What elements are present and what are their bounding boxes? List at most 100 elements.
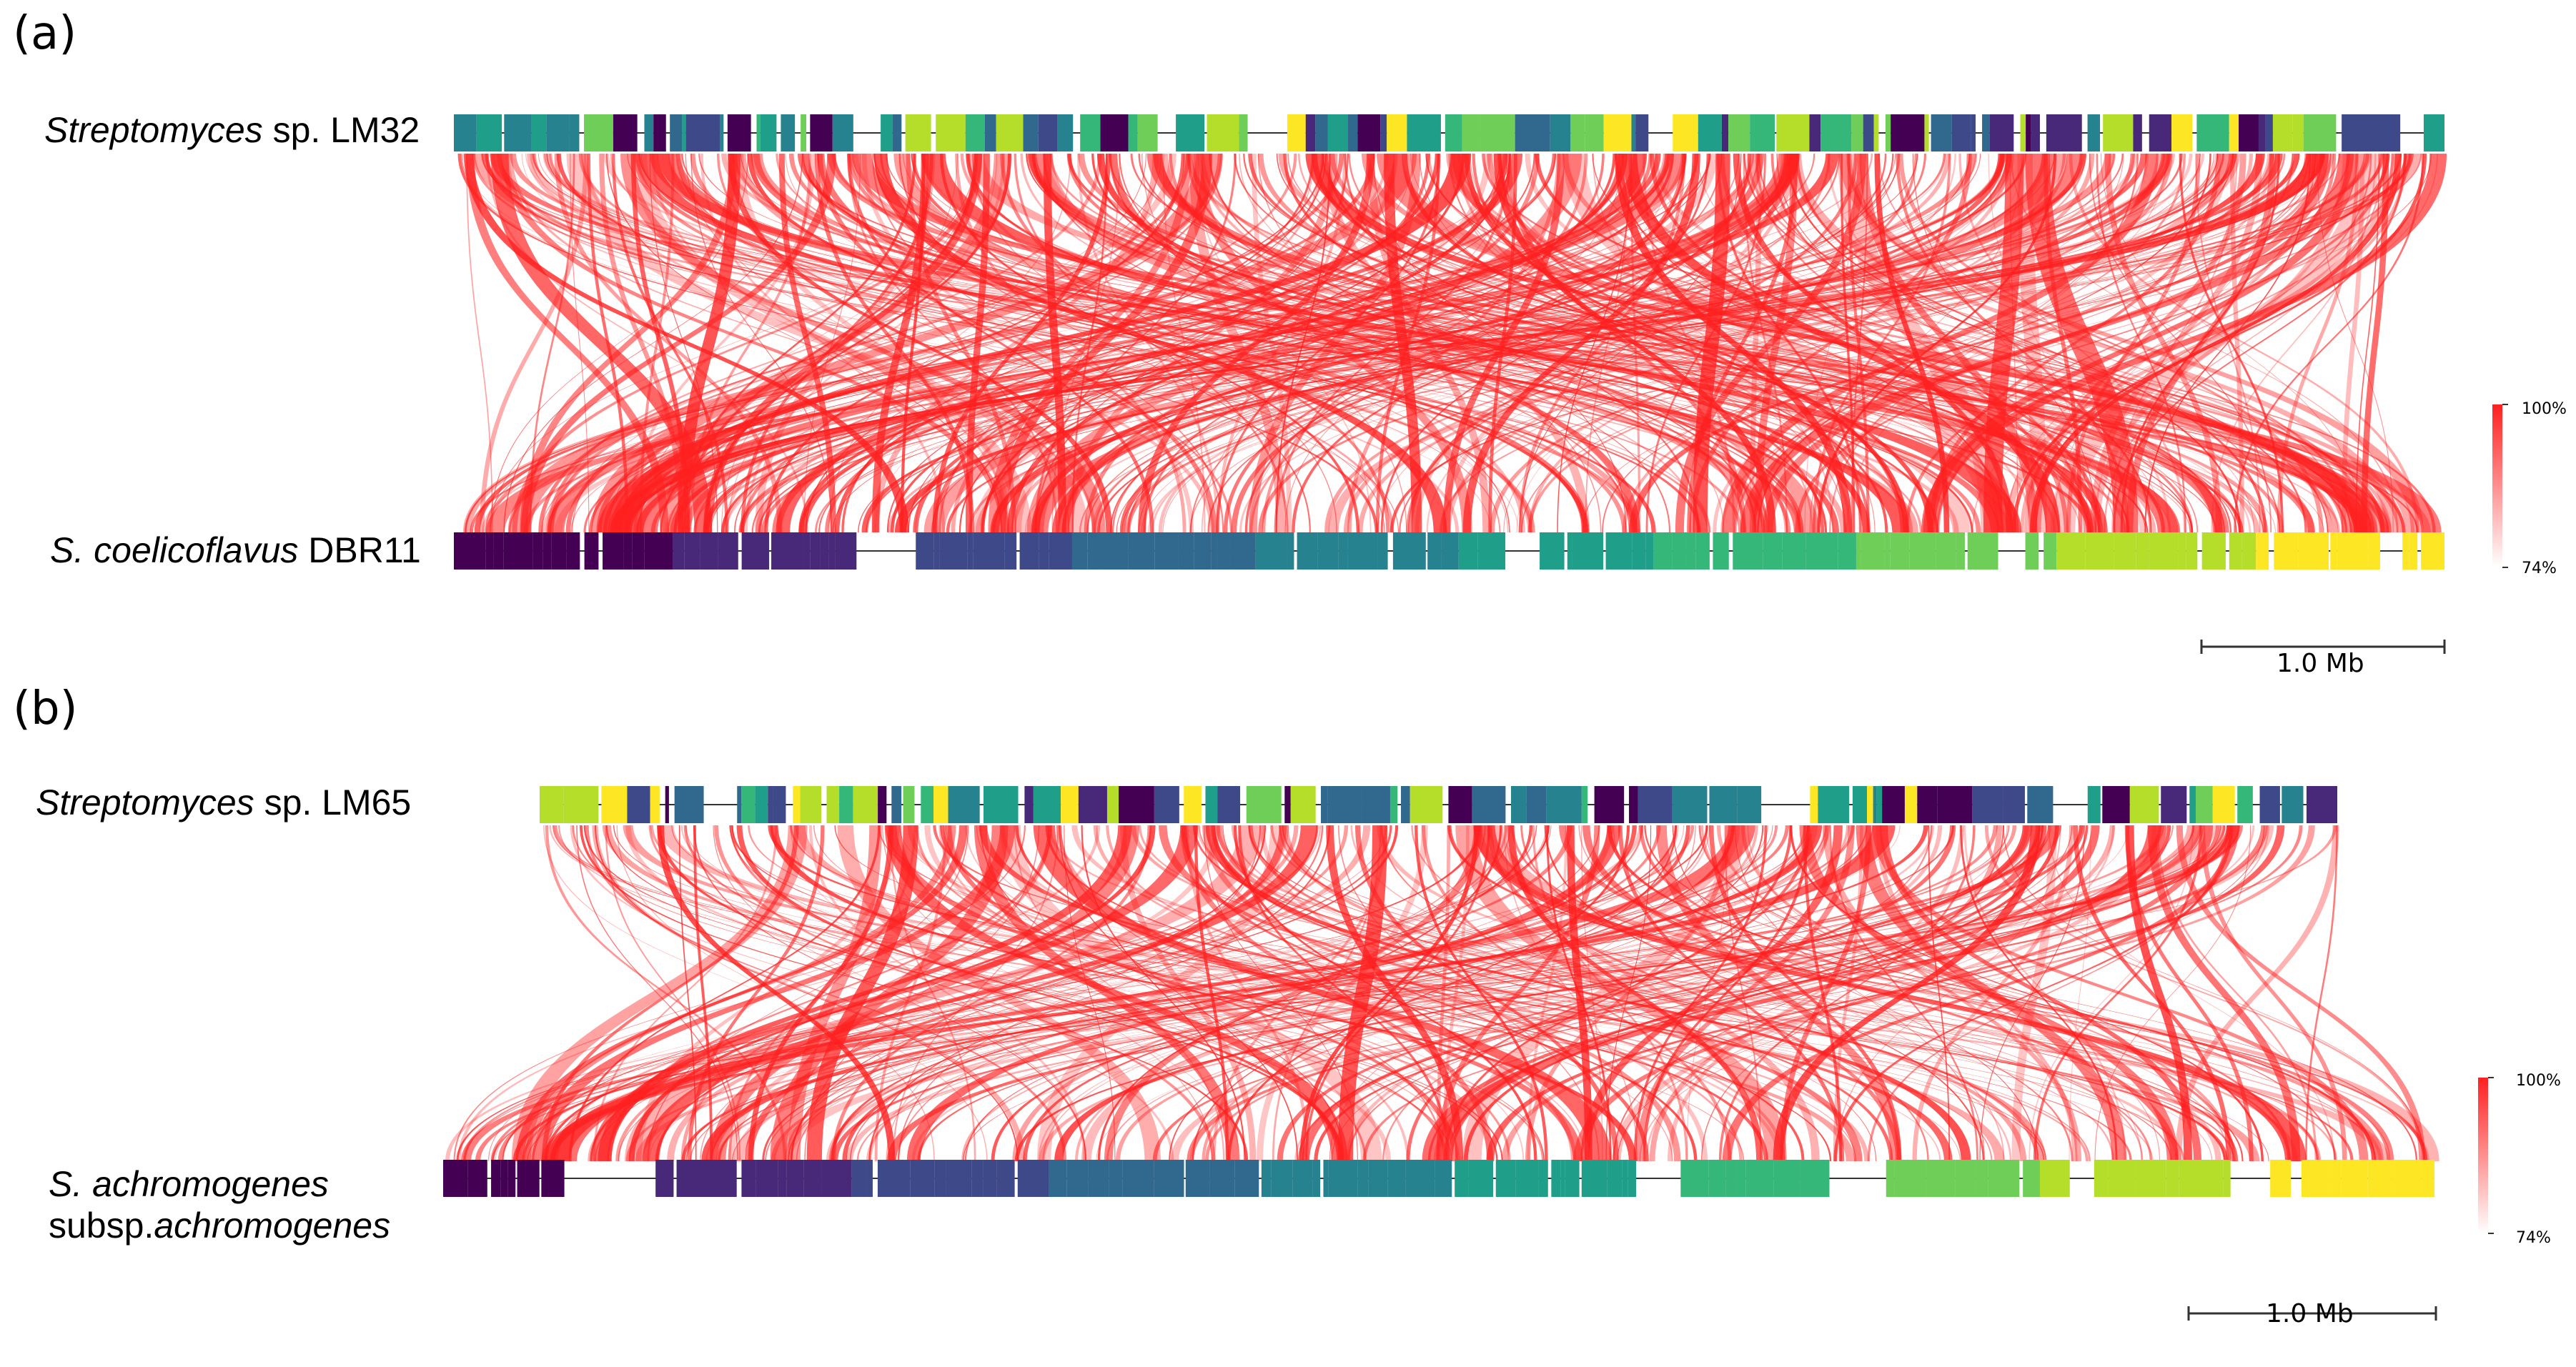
panel-a-link — [1557, 154, 1632, 532]
panel-a-link — [1795, 154, 2267, 532]
panel-a-top-block — [832, 114, 853, 151]
panel-a-link — [490, 154, 713, 532]
panel-a-link — [570, 154, 590, 532]
panel-a-link — [778, 154, 836, 532]
panel-a-link — [612, 154, 728, 532]
panel-a-link — [618, 154, 1472, 532]
panel-b-link — [658, 825, 2389, 1161]
panel-b-link — [576, 825, 738, 1161]
panel-b-link — [889, 825, 976, 1161]
panel-a-link — [2025, 154, 2139, 532]
panel-b-link — [974, 825, 1239, 1161]
panel-a-link — [2050, 154, 2380, 532]
panel-a-bottom-block — [1004, 532, 1017, 570]
panel-a-link — [2004, 154, 2399, 532]
panel-a-link — [1615, 154, 2004, 532]
panel-a-top-block — [1971, 114, 1976, 151]
panel-b-link — [590, 825, 1392, 1161]
panel-a-bottom-block — [1956, 532, 1965, 570]
panel-b-bottom-block — [1109, 1160, 1123, 1197]
panel-a-link — [1158, 154, 2014, 532]
panel-a-scale-label: 1.0 Mb — [2277, 649, 2364, 678]
panel-b-link — [1505, 825, 1820, 1161]
panel-b-link — [490, 825, 1855, 1161]
panel-a-top-block — [1462, 114, 1480, 151]
panel-b-top-block — [1284, 786, 1291, 823]
panel-b-bottom-block — [2421, 1160, 2434, 1197]
panel-a-top-block — [810, 114, 833, 151]
panel-a-link — [554, 154, 783, 532]
panel-a-link — [1443, 154, 1565, 532]
panel-a-link — [1743, 154, 2307, 532]
panel-b-top-block — [1217, 786, 1241, 823]
panel-a-top-block — [2020, 114, 2026, 151]
panel-a-link — [1141, 154, 2219, 532]
panel-b-scale-bar — [2187, 1306, 2437, 1321]
panel-b-top-block — [1818, 786, 1850, 823]
panel-a-top-block — [936, 114, 966, 151]
panel-b-link — [1204, 825, 1358, 1161]
panel-b-link — [1170, 825, 2274, 1161]
panel-b-link — [585, 825, 1067, 1161]
panel-a-genome-top-rest: sp. LM32 — [262, 110, 420, 150]
panel-b-bottom-block — [1565, 1160, 1580, 1197]
panel-a-bottom-block — [532, 532, 543, 570]
panel-a-link — [866, 154, 2183, 532]
panel-a-top-block — [504, 114, 532, 151]
panel-b-link — [878, 825, 2172, 1161]
panel-a-link — [923, 154, 2056, 532]
panel-b-bottom-block — [1468, 1160, 1494, 1197]
panel-a-link — [2101, 154, 2362, 532]
panel-a-genome-top-italic: Streptomyces — [44, 110, 263, 150]
panel-b-link — [680, 825, 1941, 1161]
panel-b-link — [1196, 825, 2429, 1161]
panel-a-link — [500, 154, 1009, 532]
panel-b-bottom-block — [1435, 1160, 1452, 1197]
panel-a-top-block — [2171, 114, 2193, 151]
panel-b-bottom-block — [1387, 1160, 1406, 1197]
panel-a-top-block — [892, 114, 902, 151]
panel-a-bottom-block — [1229, 532, 1256, 570]
panel-a-link — [2011, 154, 2427, 532]
panel-b-link — [1780, 825, 1871, 1161]
panel-b-link — [1000, 825, 1782, 1161]
panel-a-link — [958, 154, 1511, 532]
panel-a-link — [490, 154, 748, 532]
panel-a-top-block — [727, 114, 751, 151]
panel-b-bottom-block — [1271, 1160, 1293, 1197]
panel-a-bottom-block — [2421, 532, 2444, 570]
panel-a-link — [2120, 154, 2280, 532]
panel-b-link — [2003, 825, 2425, 1161]
panel-a-bottom-block — [933, 532, 940, 570]
panel-b-top-block — [2027, 786, 2054, 823]
panel-a-bottom-block — [2402, 532, 2409, 570]
panel-b-link — [1803, 825, 1843, 1161]
panel-b-link — [618, 825, 1549, 1161]
panel-b-link — [502, 825, 1550, 1161]
panel-a-link — [1923, 154, 2359, 532]
panel-b-links — [445, 825, 2439, 1161]
panel-a-bottom-block — [1540, 532, 1565, 570]
panel-a-link — [735, 154, 1011, 532]
panel-b-link — [808, 825, 1086, 1161]
panel-a-bottom-block — [1255, 532, 1287, 570]
panel-b-link — [1071, 825, 2182, 1161]
panel-a-top-block — [584, 114, 613, 151]
panel-a-link — [1389, 154, 2390, 532]
panel-a-top-block — [2149, 114, 2172, 151]
panel-b-bottom-block — [1988, 1160, 2020, 1197]
panel-a-top-block — [1176, 114, 1205, 151]
panel-b-link — [1633, 825, 1768, 1161]
panel-b-link — [1567, 825, 1592, 1161]
panel-b-link — [1104, 825, 1482, 1161]
panel-b-link — [1211, 825, 1893, 1161]
panel-b-bottom-block — [1607, 1160, 1623, 1197]
panel-b-link — [710, 825, 1139, 1161]
panel-a-link — [466, 154, 493, 532]
panel-b-bottom-block — [1622, 1160, 1628, 1197]
panel-b-link — [1698, 825, 2337, 1161]
panel-b-top-block — [1917, 786, 1938, 823]
panel-b-bottom-block — [2023, 1160, 2040, 1197]
panel-a-link — [1077, 154, 1219, 532]
panel-a-bottom-block — [644, 532, 673, 570]
